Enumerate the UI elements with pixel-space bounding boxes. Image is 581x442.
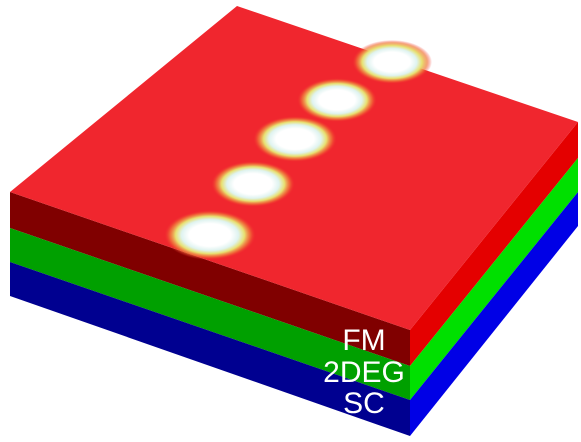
2deg-front-face xyxy=(10,228,410,400)
layer-label: SC xyxy=(343,387,385,420)
layer-label: 2DEG xyxy=(323,356,405,389)
layer-label: FM xyxy=(342,324,385,357)
sc-side-face xyxy=(410,192,578,436)
skyrmion xyxy=(253,116,337,162)
fm-front-face xyxy=(10,192,410,366)
skyrmion xyxy=(352,40,432,84)
skyrmion xyxy=(164,210,256,260)
fm-side-face xyxy=(410,122,578,366)
skyrmion xyxy=(211,161,295,207)
sc-front-face xyxy=(10,262,410,436)
fm-top-face xyxy=(10,6,578,330)
skyrmion xyxy=(297,78,377,122)
2deg-side-face xyxy=(410,158,578,400)
skyrmion-chain xyxy=(164,40,432,260)
